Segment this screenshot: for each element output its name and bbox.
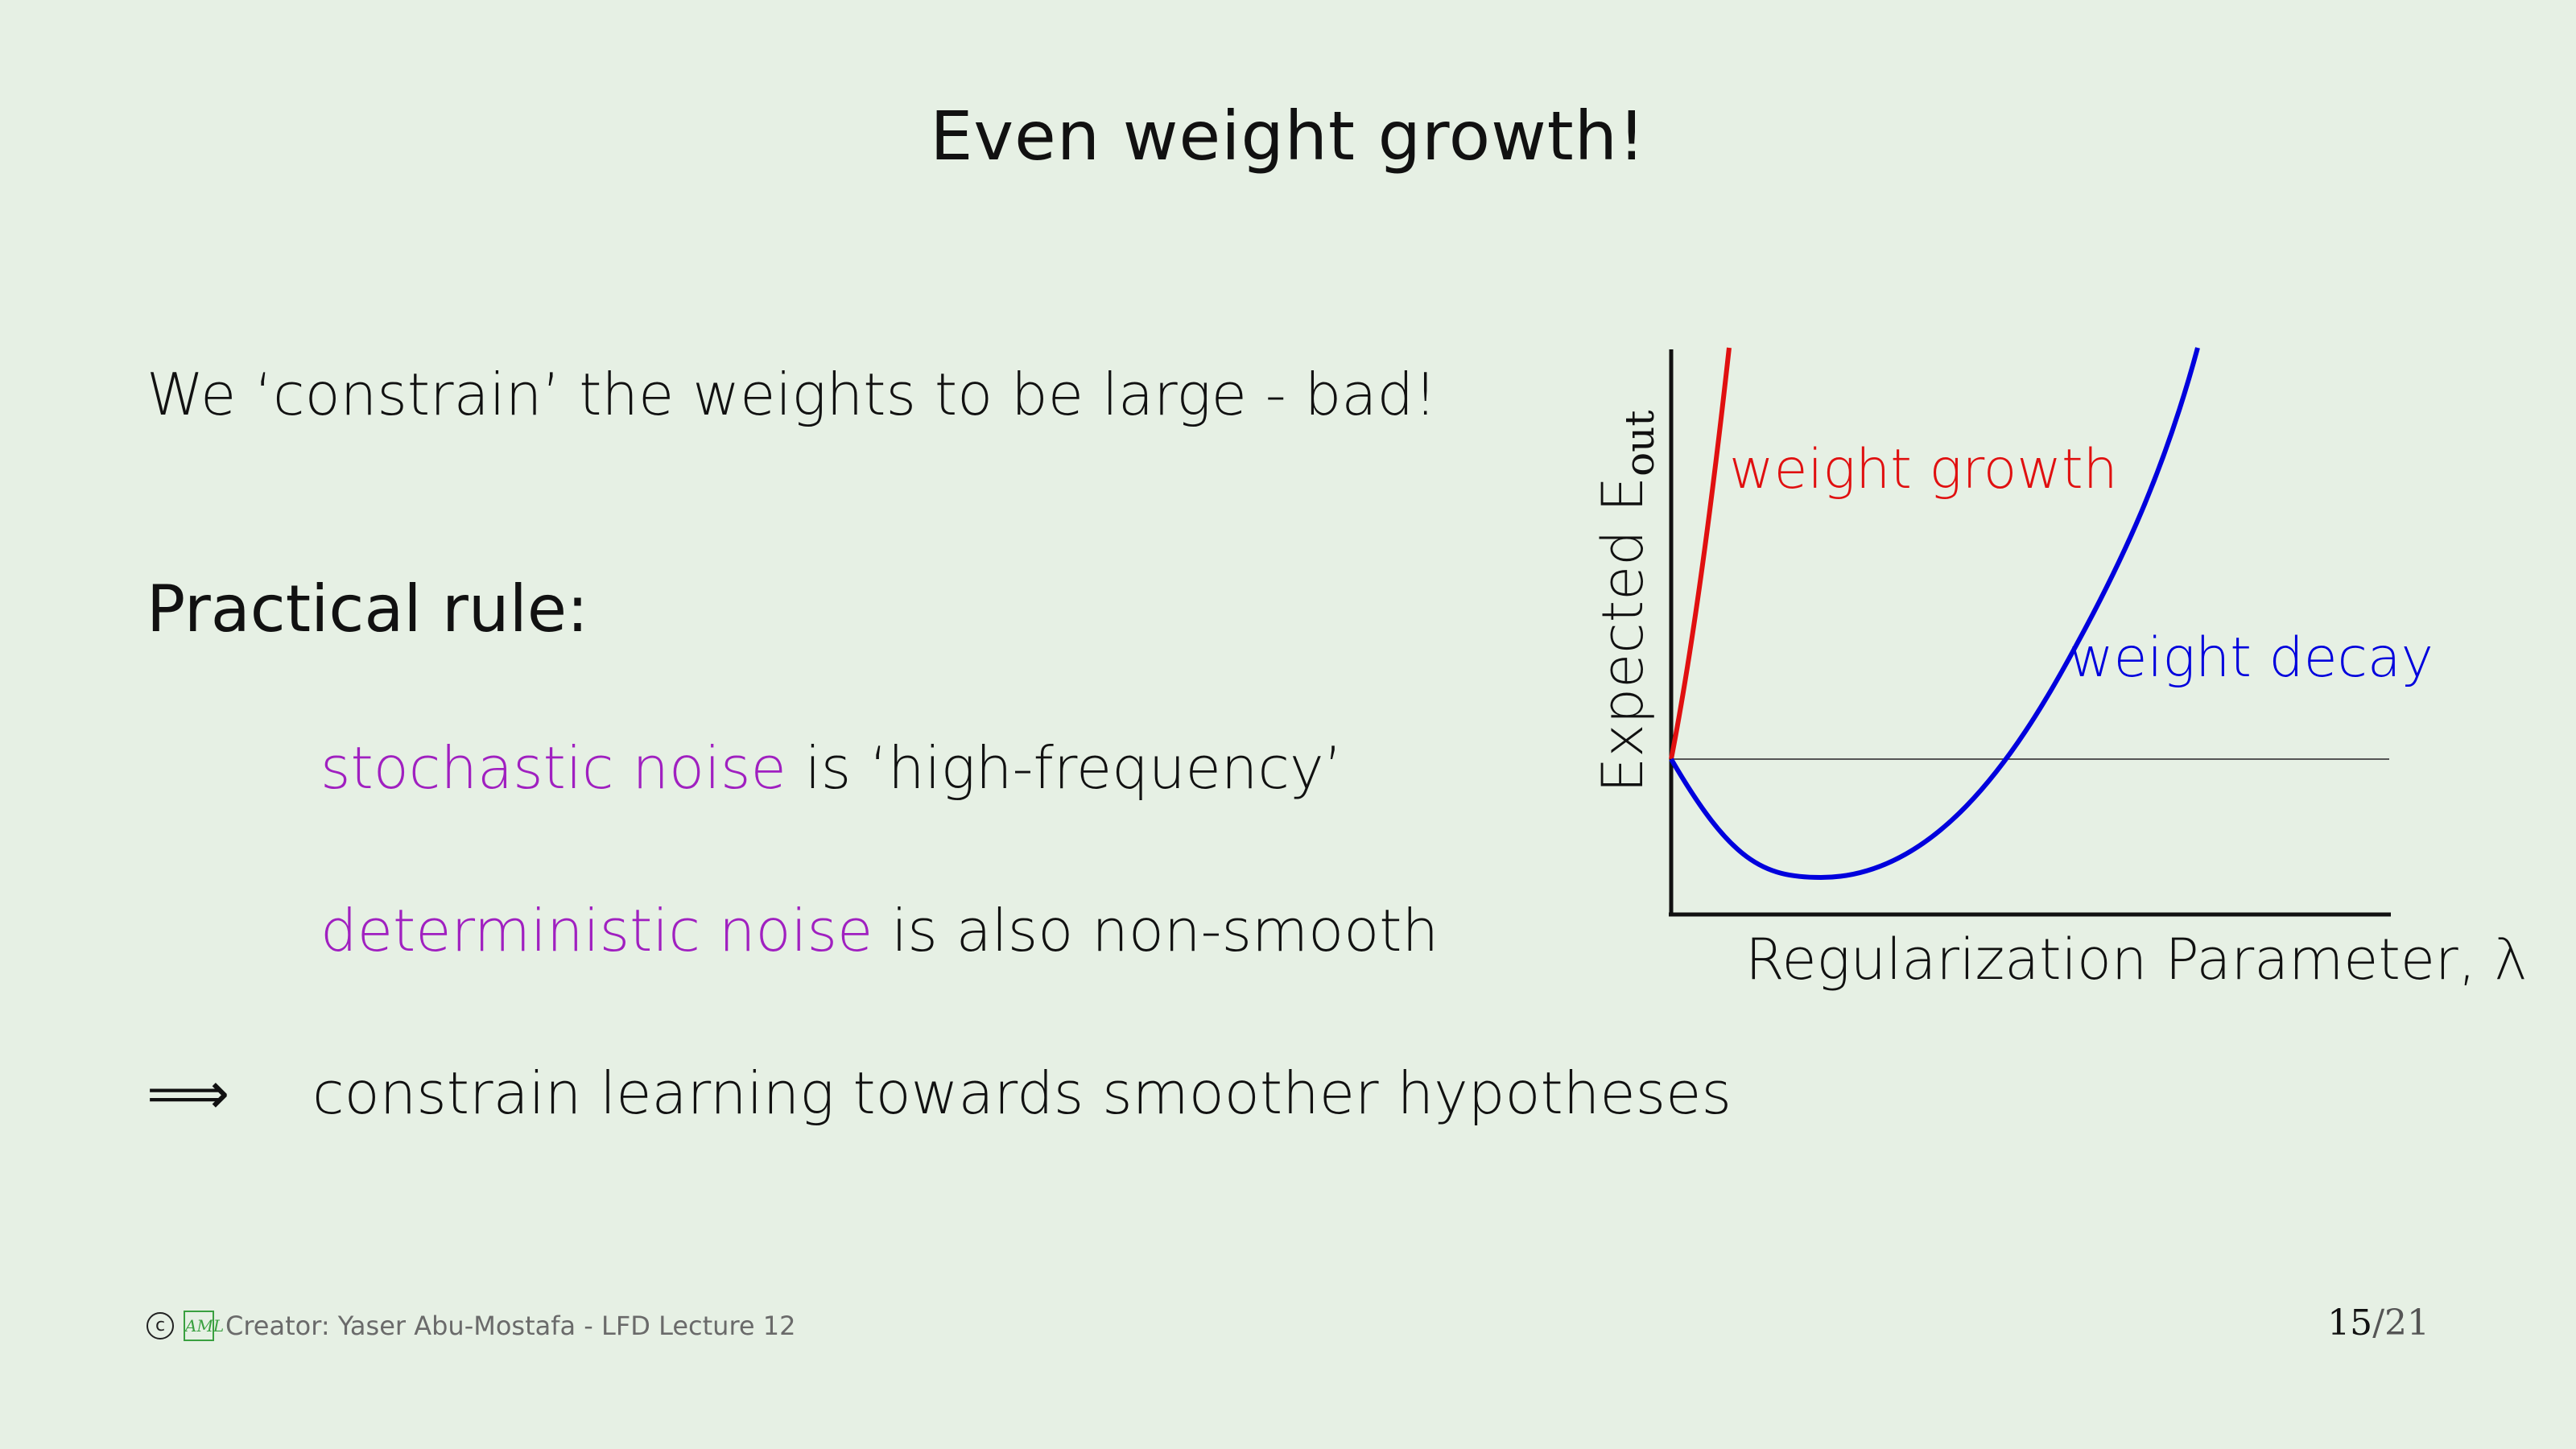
weight-decay-label: weight decay (2069, 626, 2434, 690)
page-current: 15 (2327, 1302, 2373, 1344)
constraint-statement: We ‘constrain’ the weights to be large -… (147, 361, 1438, 428)
bullet-deterministic: deterministic noise is also non-smooth (320, 897, 1439, 964)
implies-arrow-icon: ⟹ (147, 1059, 230, 1127)
deterministic-noise-term: deterministic noise (320, 897, 873, 964)
practical-rule-heading: Practical rule: (147, 572, 588, 646)
x-axis-label: Regularization Parameter, λ (1745, 927, 2528, 993)
conclusion-text: constrain learning towards smoother hypo… (312, 1059, 1732, 1127)
footer-credit: c AML Creator: Yaser Abu-Mostafa - LFD L… (147, 1311, 795, 1341)
y-axis-label-subscript: out (1616, 411, 1663, 477)
page-total: /21 (2372, 1302, 2429, 1344)
deterministic-noise-desc: is also non-smooth (873, 897, 1439, 964)
weight-decay-curve (1669, 347, 2200, 881)
stochastic-noise-term: stochastic noise (320, 734, 786, 802)
creator-text: Creator: Yaser Abu-Mostafa - LFD Lecture… (225, 1311, 796, 1341)
y-axis-label: Expected Eout (1590, 411, 1663, 793)
stochastic-noise-desc: is ‘high-frequency’ (786, 734, 1343, 802)
weight-growth-label: weight growth (1729, 438, 2118, 502)
copyright-icon: c (147, 1312, 174, 1340)
slide-title: Even weight growth! (930, 97, 1646, 175)
weight-growth-curve (1669, 347, 1732, 760)
bullet-stochastic: stochastic noise is ‘high-frequency’ (320, 734, 1343, 802)
y-axis-label-main: Expected E (1590, 477, 1656, 793)
aml-logo-icon: AML (184, 1311, 224, 1341)
page-number: 15/21 (2327, 1302, 2429, 1344)
